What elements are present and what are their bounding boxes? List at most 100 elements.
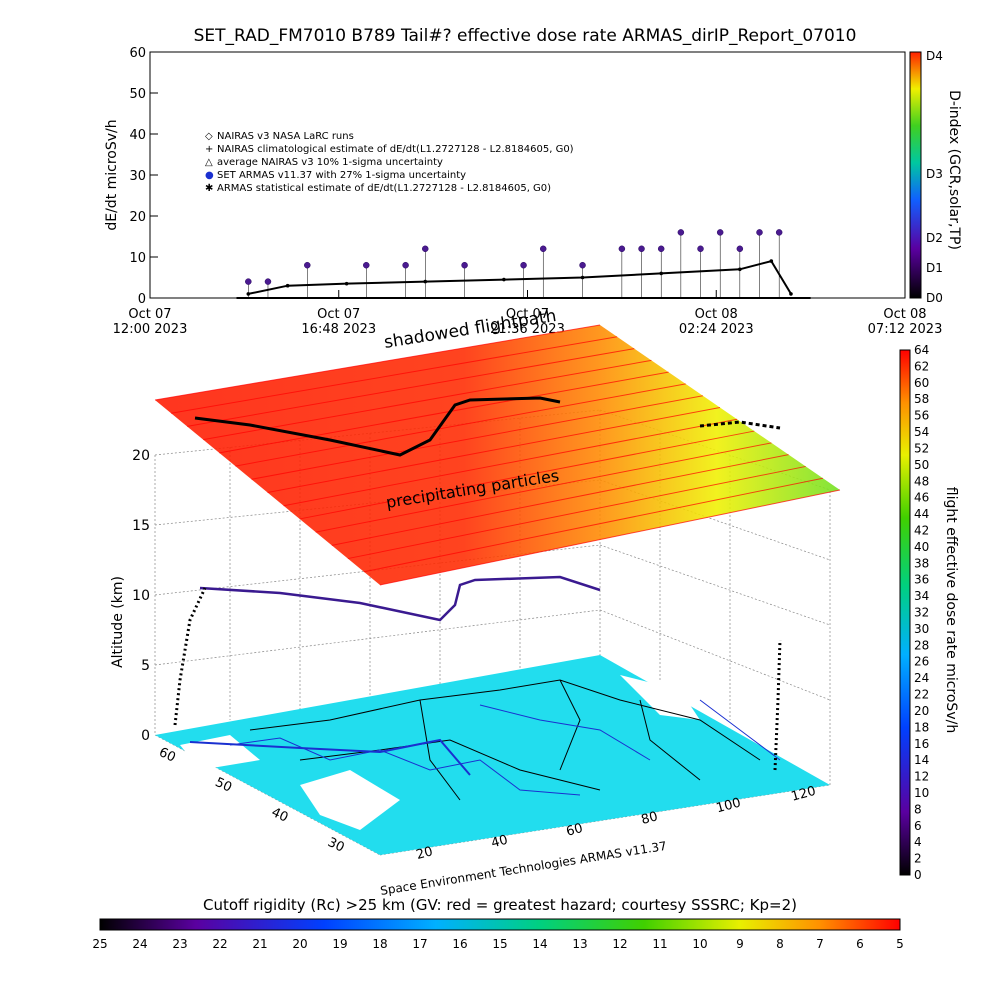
y-tick-label: 50 [129,87,146,102]
cutoff-tick: 6 [856,937,864,951]
top-series [236,229,811,299]
armas-point [756,229,763,236]
latitude-ticks: 30 40 50 60 [156,745,346,856]
dindex-colorbar [909,51,922,299]
legend-text-1: NAIRAS v3 NASA LaRC runs [217,131,354,142]
sheet-row-line [283,418,738,507]
x-tick-label-time: 21:36 2023 [490,322,565,337]
panel-3d: shadowed flightpath precipitating partic… [110,306,841,898]
altitude-label: Altitude (km) [110,576,126,668]
dose-colorbar-tick: 28 [914,638,929,652]
dose-colorbar-tick: 42 [914,523,929,537]
cutoff-tick: 14 [532,937,547,951]
legend-text-2: NAIRAS climatological estimate of dE/dt(… [217,144,574,155]
statistical-estimate-point [769,259,774,263]
sheet-row-line [154,324,601,401]
cutoff-tick: 20 [292,937,307,951]
armas-point [363,261,370,269]
dose-colorbar-tick: 34 [914,589,929,603]
dose-colorbar-tick: 48 [914,474,929,488]
sheet-row-line [235,383,686,467]
sheet-row-line [315,442,772,533]
sheet-surface [155,325,840,585]
armas-point [461,261,468,269]
cutoff-tick: 17 [412,937,427,951]
legend-symbol-2: + [205,144,213,155]
dose-colorbar-label: flight effective dose rate microSv/h [943,487,959,733]
y-tick-label: 20 [129,210,146,225]
armas-point [520,261,527,269]
altitude-tick: 5 [141,658,150,674]
x-tick-label-time: 02:24 2023 [679,322,754,337]
armas-point [716,229,724,236]
cutoff-tick: 7 [816,937,824,951]
dose-colorbar-tick: 32 [914,606,929,620]
dose-colorbar-tick: 14 [914,753,929,767]
dose-colorbar-tick: 8 [914,802,922,816]
dose-colorbar-tick: 10 [914,786,929,800]
armas-point [638,245,645,253]
map-land-1 [300,770,400,830]
top-legend: ◇ NAIRAS v3 NASA LaRC runs + NAIRAS clim… [205,131,574,194]
cutoff-tick: 18 [372,937,387,951]
sheet-row-line [170,336,618,414]
x-tick-label-time: 12:00 2023 [113,322,188,337]
legend-symbol-3: △ [205,157,213,168]
statistical-estimate-point [285,283,290,288]
armas-point [736,245,744,253]
dose-colorbar-tick: 26 [914,655,929,669]
x-tick-label-time: 07:12 2023 [868,322,943,337]
cutoff-tick: 12 [612,937,627,951]
dose-colorbar-tick: 12 [914,770,929,784]
dose-colorbar-tick: 46 [914,491,929,505]
latitude-tick: 40 [269,805,290,826]
cutoff-tick: 24 [132,937,147,951]
dose-colorbar-tick: 36 [914,573,929,587]
cutoff-tick: 10 [692,937,707,951]
dose-colorbar-tick: 52 [914,441,929,455]
longitude-tick: 120 [790,784,818,805]
map-coast-blue [229,699,781,796]
map-ocean [155,655,830,855]
chart-title: SET_RAD_FM7010 B789 Tail#? effective dos… [194,26,857,46]
y-tick-label: 60 [129,46,146,61]
dose-colorbar-tick: 2 [914,852,922,866]
legend-text-5: ARMAS statistical estimate of dE/dt(L1.2… [217,183,551,194]
cutoff-tick: 13 [572,937,587,951]
latitude-tick: 50 [213,775,234,796]
vertical-trace-left [173,587,207,726]
dose-colorbar-tick: 0 [914,868,922,882]
dose-colorbar-tick: 44 [914,507,929,521]
dose-colorbar-tick: 20 [914,704,929,718]
statistical-estimate-line [248,259,792,295]
dindex-tick: D2 [926,231,943,245]
dose-colorbar-tick: 50 [914,458,929,472]
statistical-estimate-point [580,275,585,280]
armas-point [245,278,252,285]
dindex-tick: D1 [926,261,943,275]
longitude-tick: 80 [640,809,660,828]
cutoff-tick: 21 [252,937,267,951]
armas-point [618,245,626,253]
armas-point [264,278,272,285]
sheet-row-line [379,489,841,586]
x-tick-label-date: Oct 08 [695,307,738,322]
dose-colorbar-tick: 40 [914,540,929,554]
dose-colorbar-tick: 38 [914,556,929,570]
altitude-tick: 15 [132,518,150,534]
armas-point [422,245,429,253]
y-tick-label: 0 [138,292,146,307]
longitude-tick: 100 [715,795,743,816]
dose-colorbar-tick: 60 [914,376,929,390]
sheet-gridlines [154,324,841,586]
x-tick-label-date: Oct 07 [506,307,549,322]
dose-colorbar-tick: 56 [914,409,929,423]
cutoff-tick: 9 [736,937,744,951]
top-ylabel: dE/dt microSv/h [104,119,120,230]
cutoff-tick: 15 [492,937,507,951]
dindex-tick: D0 [926,291,943,305]
cutoff-tick: 11 [652,937,667,951]
dose-colorbar-tick: 16 [914,737,929,751]
